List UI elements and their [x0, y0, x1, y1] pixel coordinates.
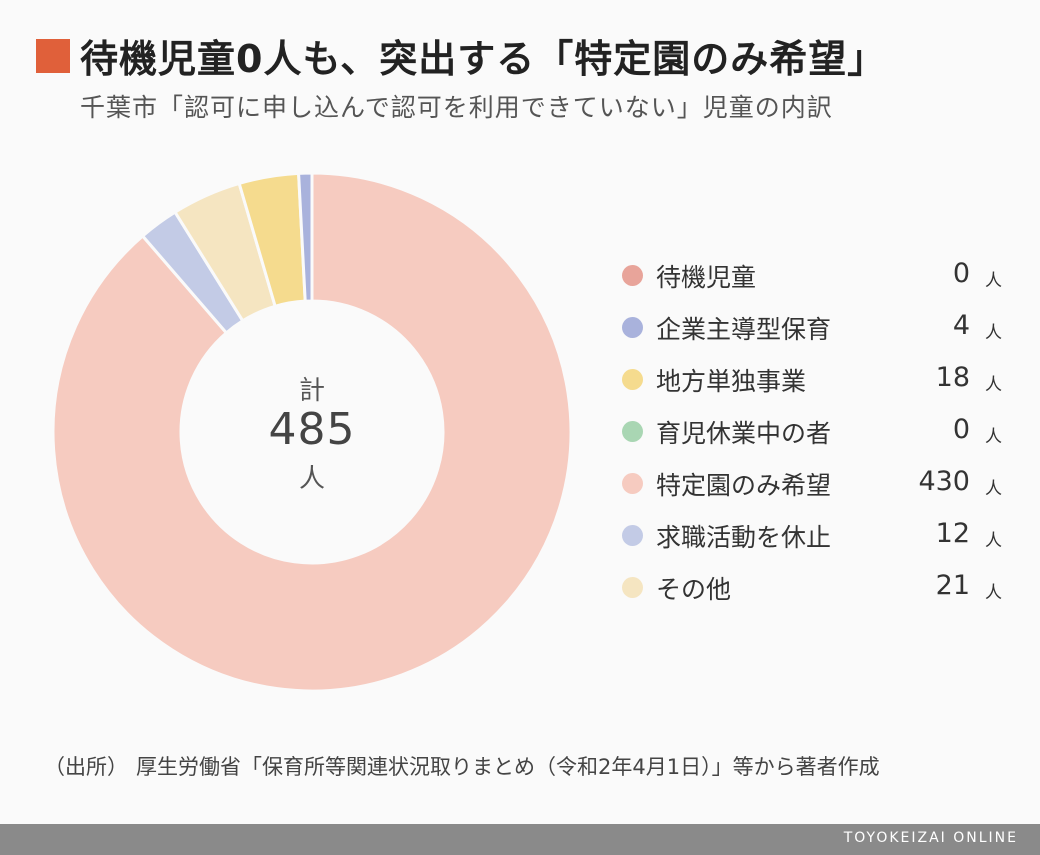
title-row: 待機児童0人も、突出する「特定園のみ希望」 — [36, 28, 886, 83]
legend-item: 育児休業中の者 0 人 — [622, 408, 1012, 460]
source-label: （出所） — [44, 755, 128, 779]
legend-label: 企業主導型保育 — [656, 315, 832, 344]
legend-value: 12 — [935, 518, 970, 549]
legend-item: 特定園のみ希望 430 人 — [622, 460, 1012, 512]
publisher-brand: TOYOKEIZAI ONLINE — [843, 830, 1018, 846]
donut-chart — [51, 171, 573, 693]
legend-swatch — [622, 473, 643, 494]
total-value: 485 — [268, 404, 356, 455]
donut-segment-2 — [297, 171, 314, 303]
legend-label: 待機児童 — [656, 263, 757, 292]
legend-swatch — [622, 265, 643, 286]
total-unit: 人 — [298, 464, 325, 494]
legend-label: 特定園のみ希望 — [656, 471, 832, 500]
total-label: 計 — [298, 376, 325, 406]
legend: 待機児童 0 人 企業主導型保育 4 人 地方単独事業 18 人 育児休業中の者… — [622, 252, 1012, 616]
legend-swatch — [622, 369, 643, 390]
footer-bar: TOYOKEIZAI ONLINE — [0, 824, 1040, 855]
legend-value: 0 — [952, 414, 970, 445]
legend-item: 企業主導型保育 4 人 — [622, 304, 1012, 356]
legend-value: 0 — [952, 258, 970, 289]
legend-unit: 人 — [985, 583, 1002, 603]
legend-unit: 人 — [985, 271, 1002, 291]
source-text: 厚生労働省「保育所等関連状況取りまとめ（令和2年4月1日）」等から著者作成 — [136, 755, 880, 779]
legend-item: 待機児童 0 人 — [622, 252, 1012, 304]
donut-segment-5 — [51, 171, 573, 693]
legend-label: 育児休業中の者 — [656, 419, 832, 448]
legend-unit: 人 — [985, 323, 1002, 343]
legend-label: その他 — [656, 575, 732, 604]
source-note: （出所） 厚生労働省「保育所等関連状況取りまとめ（令和2年4月1日）」等から著者作… — [44, 752, 984, 782]
chart-title: 待機児童0人も、突出する「特定園のみ希望」 — [80, 37, 887, 81]
legend-unit: 人 — [985, 531, 1002, 551]
legend-swatch — [622, 577, 643, 598]
legend-value: 21 — [935, 570, 970, 601]
legend-swatch — [622, 421, 643, 442]
legend-unit: 人 — [985, 375, 1002, 395]
title-marker-square — [36, 38, 70, 73]
legend-value: 18 — [935, 362, 970, 393]
legend-item: 地方単独事業 18 人 — [622, 356, 1012, 408]
legend-label: 地方単独事業 — [656, 367, 807, 396]
legend-unit: 人 — [985, 479, 1002, 499]
legend-unit: 人 — [985, 427, 1002, 447]
chart-subtitle: 千葉市「認可に申し込んで認可を利用できていない」児童の内訳 — [80, 93, 833, 122]
legend-value: 430 — [918, 466, 970, 497]
legend-value: 4 — [952, 310, 970, 341]
legend-label: 求職活動を休止 — [656, 523, 832, 552]
legend-item: 求職活動を休止 12 人 — [622, 512, 1012, 564]
legend-swatch — [622, 525, 643, 546]
legend-swatch — [622, 317, 643, 338]
legend-item: その他 21 人 — [622, 564, 1012, 616]
